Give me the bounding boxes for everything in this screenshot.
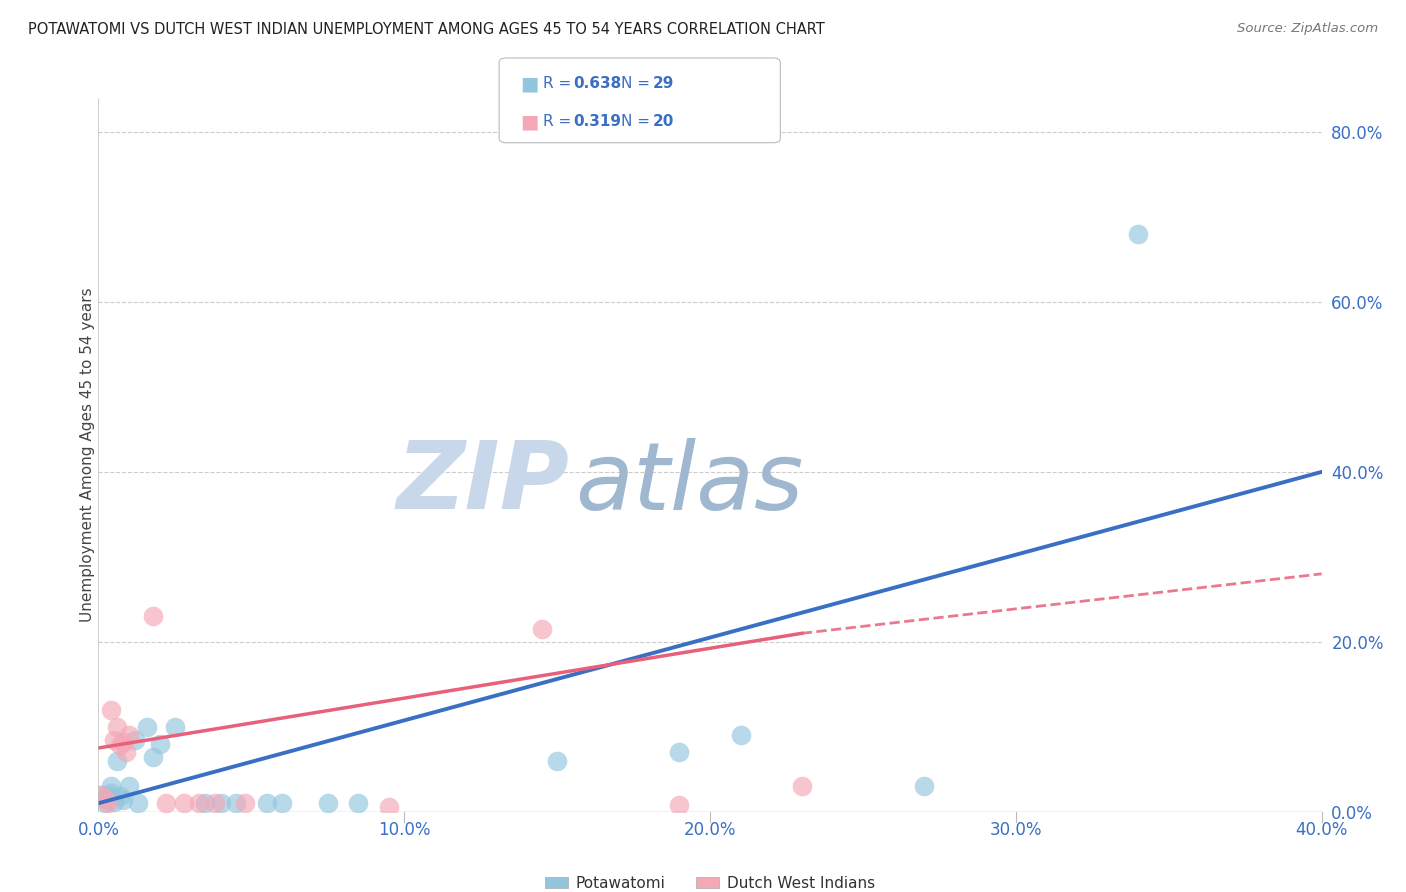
Point xyxy=(118,728,141,742)
Point xyxy=(194,796,217,810)
Text: 29: 29 xyxy=(652,76,673,91)
Legend: Potawatomi, Dutch West Indians: Potawatomi, Dutch West Indians xyxy=(538,870,882,892)
Point xyxy=(105,754,128,768)
Point xyxy=(118,779,141,793)
Text: ■: ■ xyxy=(520,74,538,93)
Point xyxy=(149,737,172,751)
Point xyxy=(546,754,568,768)
Text: N =: N = xyxy=(621,76,655,91)
Point xyxy=(136,720,159,734)
Point xyxy=(316,796,339,810)
Y-axis label: Unemployment Among Ages 45 to 54 years: Unemployment Among Ages 45 to 54 years xyxy=(80,287,94,623)
Point xyxy=(668,797,690,812)
Text: POTAWATOMI VS DUTCH WEST INDIAN UNEMPLOYMENT AMONG AGES 45 TO 54 YEARS CORRELATI: POTAWATOMI VS DUTCH WEST INDIAN UNEMPLOY… xyxy=(28,22,825,37)
Point xyxy=(730,728,752,742)
Point xyxy=(93,792,115,806)
Point xyxy=(668,745,690,759)
Point xyxy=(912,779,935,793)
Point xyxy=(115,745,138,759)
Point xyxy=(90,788,112,802)
Point xyxy=(111,735,134,749)
Text: R =: R = xyxy=(543,114,576,129)
Point xyxy=(127,796,149,810)
Point xyxy=(100,779,122,793)
Text: N =: N = xyxy=(621,114,655,129)
Point xyxy=(108,739,131,753)
Text: atlas: atlas xyxy=(575,438,804,529)
Point xyxy=(100,786,122,800)
Text: 20: 20 xyxy=(652,114,673,129)
Point xyxy=(105,720,128,734)
Text: ZIP: ZIP xyxy=(396,437,569,530)
Point xyxy=(93,792,115,806)
Point xyxy=(204,796,226,810)
Point xyxy=(97,796,120,810)
Point xyxy=(270,796,292,810)
Point xyxy=(93,796,115,810)
Point xyxy=(225,796,247,810)
Point xyxy=(103,732,125,747)
Point xyxy=(378,800,401,814)
Point xyxy=(90,788,112,802)
Point xyxy=(111,793,134,807)
Point xyxy=(1128,227,1150,241)
Point xyxy=(209,796,232,810)
Point xyxy=(530,622,553,636)
Text: Source: ZipAtlas.com: Source: ZipAtlas.com xyxy=(1237,22,1378,36)
Point xyxy=(124,732,146,747)
Text: 0.319: 0.319 xyxy=(574,114,621,129)
Point xyxy=(97,789,120,804)
Point xyxy=(256,796,278,810)
Point xyxy=(142,749,165,764)
Point xyxy=(188,796,211,810)
Point xyxy=(103,795,125,809)
Text: ■: ■ xyxy=(520,112,538,131)
Text: R =: R = xyxy=(543,76,576,91)
Point xyxy=(155,796,177,810)
Point xyxy=(163,720,186,734)
Text: 0.638: 0.638 xyxy=(574,76,621,91)
Point xyxy=(142,609,165,624)
Point xyxy=(173,796,195,810)
Point xyxy=(790,779,813,793)
Point xyxy=(100,703,122,717)
Point xyxy=(233,796,256,810)
Point xyxy=(347,796,370,810)
Point xyxy=(108,789,131,804)
